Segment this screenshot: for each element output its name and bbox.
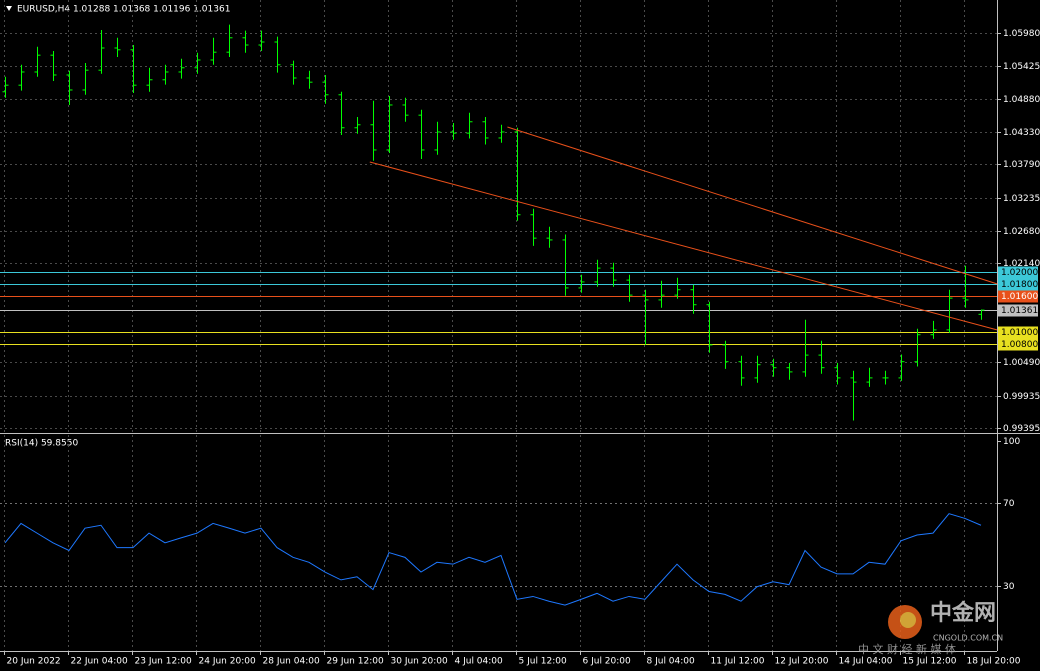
watermark-tagline: 中 文 财 经 新 媒 体 — [858, 642, 956, 656]
y-tick-label: 1.04330 — [1003, 128, 1040, 138]
rsi-title: RSI(14) 59.8550 — [5, 439, 78, 449]
level-label-box — [998, 338, 1038, 351]
x-tick-label: 11 Jul 12:00 — [711, 657, 765, 667]
x-tick-label: 6 Jul 20:00 — [583, 657, 632, 667]
x-tick-label: 18 Jul 20:00 — [967, 657, 1021, 667]
y-tick-label: 30 — [1003, 582, 1015, 592]
y-tick-label: 1.03790 — [1003, 160, 1040, 170]
watermark-logo-inner — [900, 612, 916, 628]
y-tick-label: 1.02140 — [1003, 259, 1040, 269]
level-label: 1.00800 — [1001, 340, 1038, 350]
x-tick-label: 15 Jul 12:00 — [903, 657, 957, 667]
symbol-icon — [6, 6, 12, 11]
x-tick-label: 24 Jun 20:00 — [199, 657, 256, 667]
x-tick-label: 14 Jul 04:00 — [839, 657, 893, 667]
x-tick-label: 20 Jun 2022 — [7, 657, 61, 667]
trendline — [369, 161, 998, 331]
y-tick-label: 0.99395 — [1003, 424, 1040, 434]
trendline — [507, 126, 998, 285]
watermark: 中金网 CNGOLD.COM.CN 中 文 财 经 新 媒 体 — [858, 600, 1003, 656]
y-tick-label: 1.04880 — [1003, 95, 1040, 105]
level-label-box — [998, 304, 1038, 317]
x-tick-label: 30 Jun 20:00 — [391, 657, 448, 667]
y-tick-label: 0.99935 — [1003, 392, 1040, 402]
y-tick-label: 1.02680 — [1003, 227, 1040, 237]
level-label: 1.01361 — [1001, 306, 1038, 316]
x-tick-label: 28 Jun 04:00 — [263, 657, 320, 667]
y-tick-label: 1.05980 — [1003, 29, 1040, 39]
watermark-site: CNGOLD.COM.CN — [933, 634, 1003, 643]
y-tick-label: 1.05425 — [1003, 62, 1040, 72]
chart-title: EURUSD,H4 1.01288 1.01368 1.01196 1.0136… — [17, 5, 230, 15]
level-label: 1.01600 — [1001, 292, 1038, 302]
x-tick-label: 23 Jun 12:00 — [135, 657, 192, 667]
rsi-line — [4, 513, 982, 606]
level-label: 1.02000 — [1001, 268, 1038, 278]
level-label-box — [998, 290, 1038, 303]
level-label-box — [998, 266, 1038, 279]
x-tick-label: 29 Jun 12:00 — [327, 657, 384, 667]
level-label: 1.01000 — [1001, 328, 1038, 338]
x-tick-label: 4 Jul 04:00 — [455, 657, 504, 667]
y-tick-label: 100 — [1003, 437, 1020, 447]
x-tick-label: 8 Jul 04:00 — [647, 657, 696, 667]
bars — [2, 24, 985, 421]
watermark-brand: 中金网 — [930, 600, 996, 626]
level-label: 1.01800 — [1001, 280, 1038, 290]
level-label-box — [998, 326, 1038, 339]
x-tick-label: 22 Jun 04:00 — [71, 657, 128, 667]
y-tick-label: 1.03235 — [1003, 194, 1040, 204]
x-tick-label: 5 Jul 12:00 — [519, 657, 568, 667]
y-tick-label: 1.00490 — [1003, 358, 1040, 368]
x-tick-label: 12 Jul 20:00 — [775, 657, 829, 667]
y-tick-label: 70 — [1003, 499, 1015, 509]
level-label-box — [998, 278, 1038, 291]
